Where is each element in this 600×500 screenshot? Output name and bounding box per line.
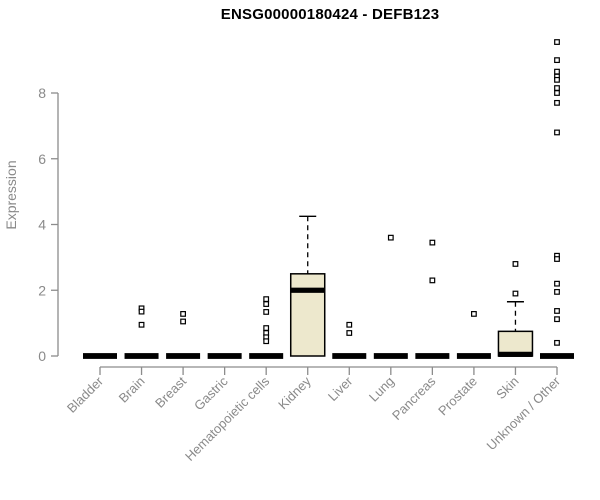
outlier-point	[554, 99, 560, 106]
outlier-point	[554, 316, 560, 323]
outlier-point	[554, 288, 560, 295]
x-tick-label: Liver	[325, 373, 356, 404]
x-tick-label: Unknown / Other	[484, 373, 564, 453]
x-tick-label: Brain	[116, 374, 148, 406]
outlier-point	[554, 256, 560, 262]
outlier-point	[554, 280, 560, 287]
y-tick-label: 2	[38, 282, 46, 298]
x-tick-label: Prostate	[435, 374, 480, 419]
outlier-point	[554, 129, 560, 136]
outlier-point	[180, 318, 186, 325]
outlier-point	[346, 321, 353, 328]
y-tick-label: 8	[38, 85, 46, 101]
collapsed-box	[166, 353, 201, 359]
outlier-point	[138, 321, 145, 328]
y-tick-label: 6	[38, 151, 46, 167]
chart-title: ENSG00000180424 - DEFB123	[220, 6, 440, 23]
outlier-point	[554, 308, 560, 314]
x-tick-label: Lung	[366, 374, 397, 405]
collapsed-box	[249, 353, 284, 359]
box	[289, 273, 326, 357]
median-line	[290, 287, 325, 293]
collapsed-box	[332, 353, 367, 359]
outlier-point	[554, 76, 560, 83]
median-line	[498, 351, 533, 357]
outlier-point	[263, 338, 270, 345]
outlier-point	[554, 57, 560, 64]
x-tick-label: Kidney	[275, 373, 314, 412]
collapsed-box	[83, 353, 117, 359]
outlier-point	[263, 309, 270, 315]
outlier-point	[263, 296, 270, 303]
collapsed-box	[540, 353, 574, 359]
outlier-point	[512, 290, 519, 297]
collapsed-box	[124, 353, 159, 359]
outlier-point	[554, 85, 560, 91]
collapsed-box	[373, 353, 408, 359]
outlier-point	[263, 301, 270, 307]
x-tick-label: Gastric	[191, 373, 231, 413]
x-tick-label: Pancreas	[389, 373, 439, 423]
collapsed-box	[456, 353, 491, 359]
outlier-point	[429, 277, 436, 284]
outlier-point	[429, 239, 436, 246]
outlier-point	[138, 308, 145, 315]
x-tick-label: Breast	[152, 373, 189, 410]
outlier-point	[512, 261, 519, 267]
y-tick-label: 0	[38, 348, 46, 364]
outlier-point	[387, 234, 394, 241]
outlier-point	[346, 330, 353, 336]
outlier-point	[263, 325, 270, 331]
outlier-point	[180, 311, 186, 317]
outlier-point	[554, 339, 560, 346]
collapsed-box	[207, 353, 242, 359]
outlier-point	[554, 68, 560, 75]
collapsed-box	[415, 353, 450, 359]
y-tick-label: 4	[38, 217, 46, 233]
x-tick-label: Bladder	[64, 373, 107, 416]
outlier-point	[471, 311, 477, 317]
x-tick-label: Skin	[493, 374, 521, 402]
outlier-point	[554, 90, 560, 96]
outlier-point	[554, 39, 560, 45]
